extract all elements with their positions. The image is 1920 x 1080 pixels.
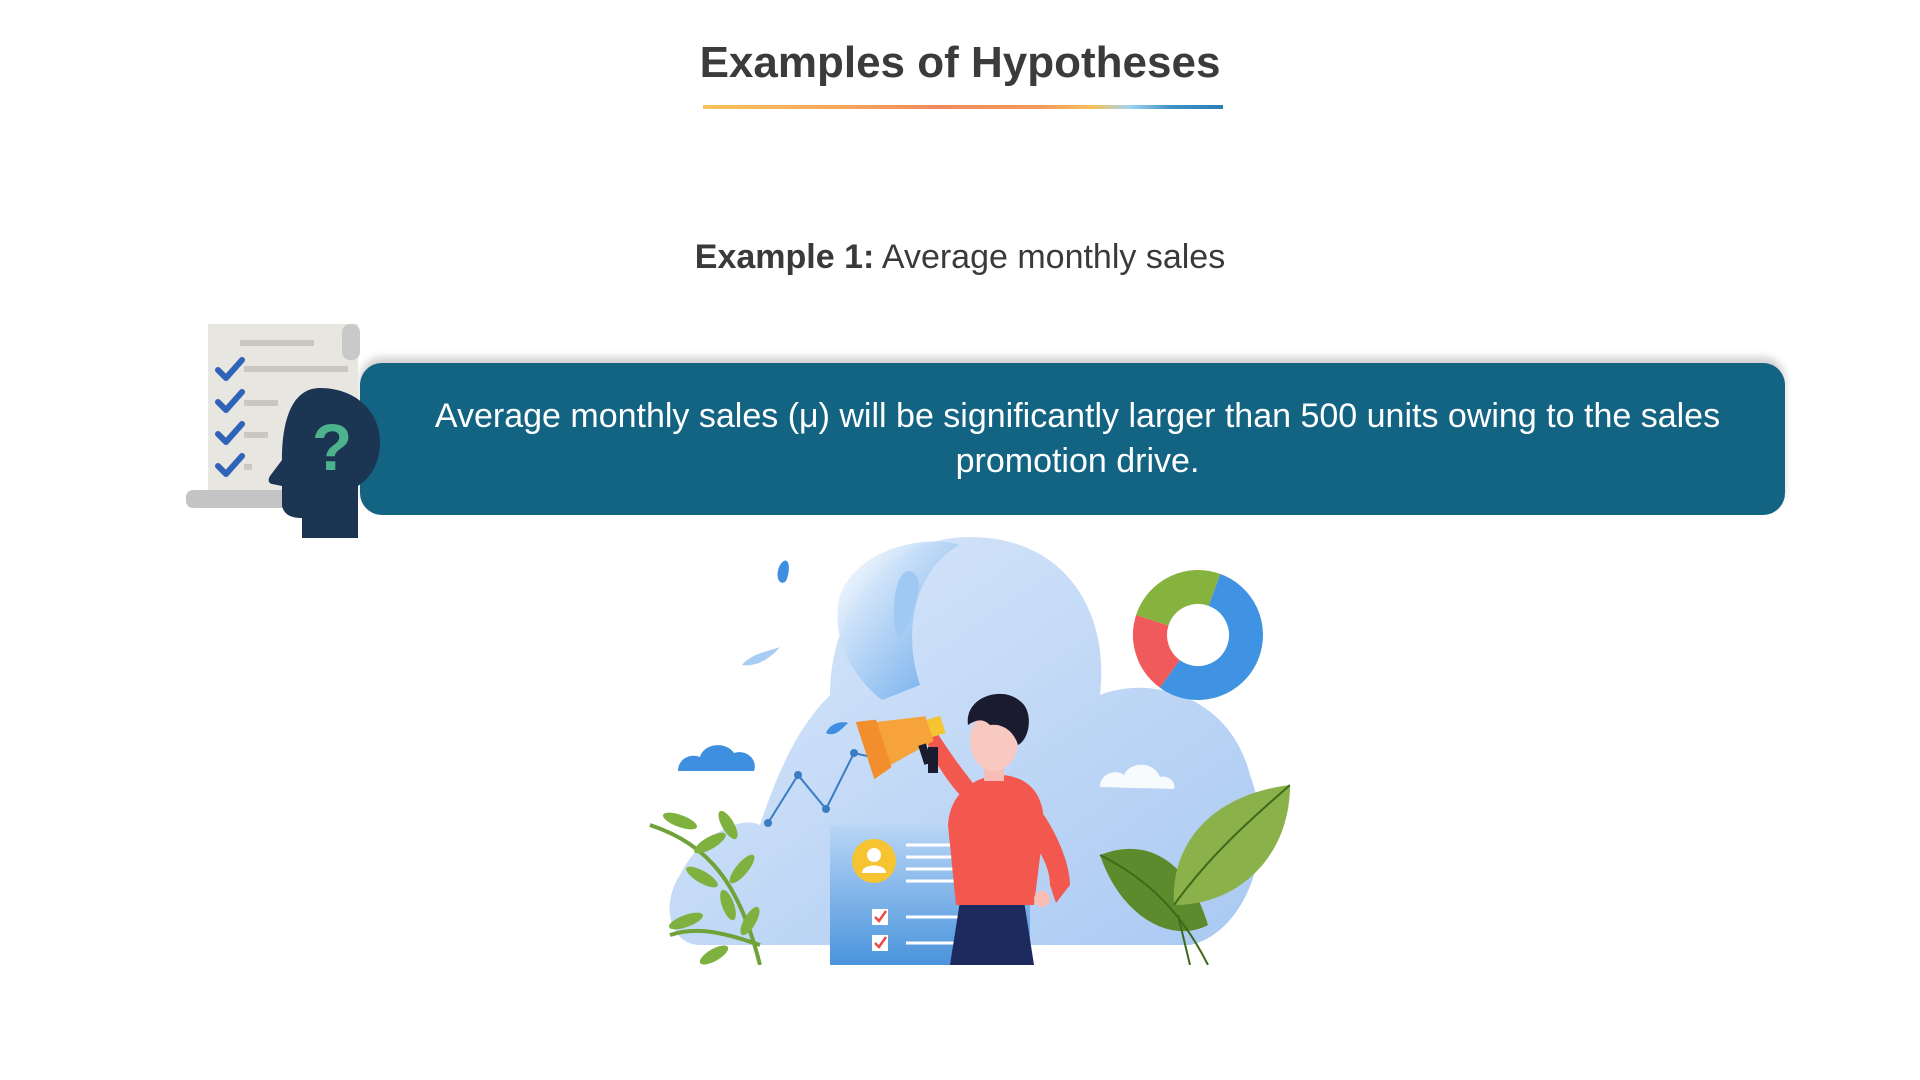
hypothesis-banner: Average monthly sales (μ) will be signif…: [360, 363, 1785, 515]
example-heading: Example 1: Average monthly sales: [0, 238, 1920, 277]
hypothesis-text: Average monthly sales (μ) will be signif…: [434, 397, 1721, 480]
title-underline: [703, 105, 1223, 109]
checklist-head-question-icon: ?: [186, 324, 380, 538]
example-text: Average monthly sales: [881, 238, 1226, 276]
example-label: Example 1:: [694, 238, 875, 276]
svg-text:?: ?: [312, 410, 352, 484]
slide-title: Examples of Hypotheses: [699, 38, 1221, 87]
megaphone-marketing-illustration: [649, 537, 1290, 965]
